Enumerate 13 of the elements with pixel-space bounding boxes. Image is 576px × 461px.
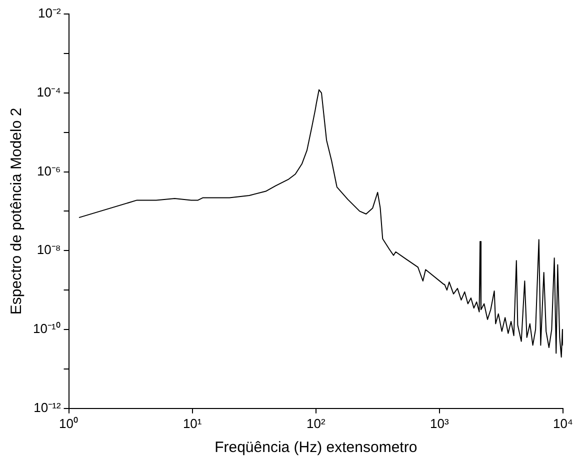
x-tick-label: 10⁴: [552, 416, 573, 431]
y-axis-title: Espectro de potência Modelo 2: [8, 108, 26, 315]
y-tick-label: 10⁻⁴: [36, 84, 61, 100]
y-tick-label: 10⁻¹⁰: [32, 321, 61, 336]
y-tick-label: 10⁻⁸: [36, 242, 61, 258]
y-tick-label: 10⁻⁶: [36, 163, 61, 178]
x-tick-label: 10⁰: [59, 416, 79, 431]
x-tick-label: 10²: [306, 416, 326, 431]
y-tick-label: 10⁻²: [38, 6, 62, 21]
x-tick-label: 10¹: [182, 416, 202, 431]
x-tick-label: 10³: [430, 416, 450, 431]
y-tick-label: 10⁻¹²: [34, 400, 62, 415]
x-axis-title: Freqüência (Hz) extensometro: [214, 439, 418, 456]
